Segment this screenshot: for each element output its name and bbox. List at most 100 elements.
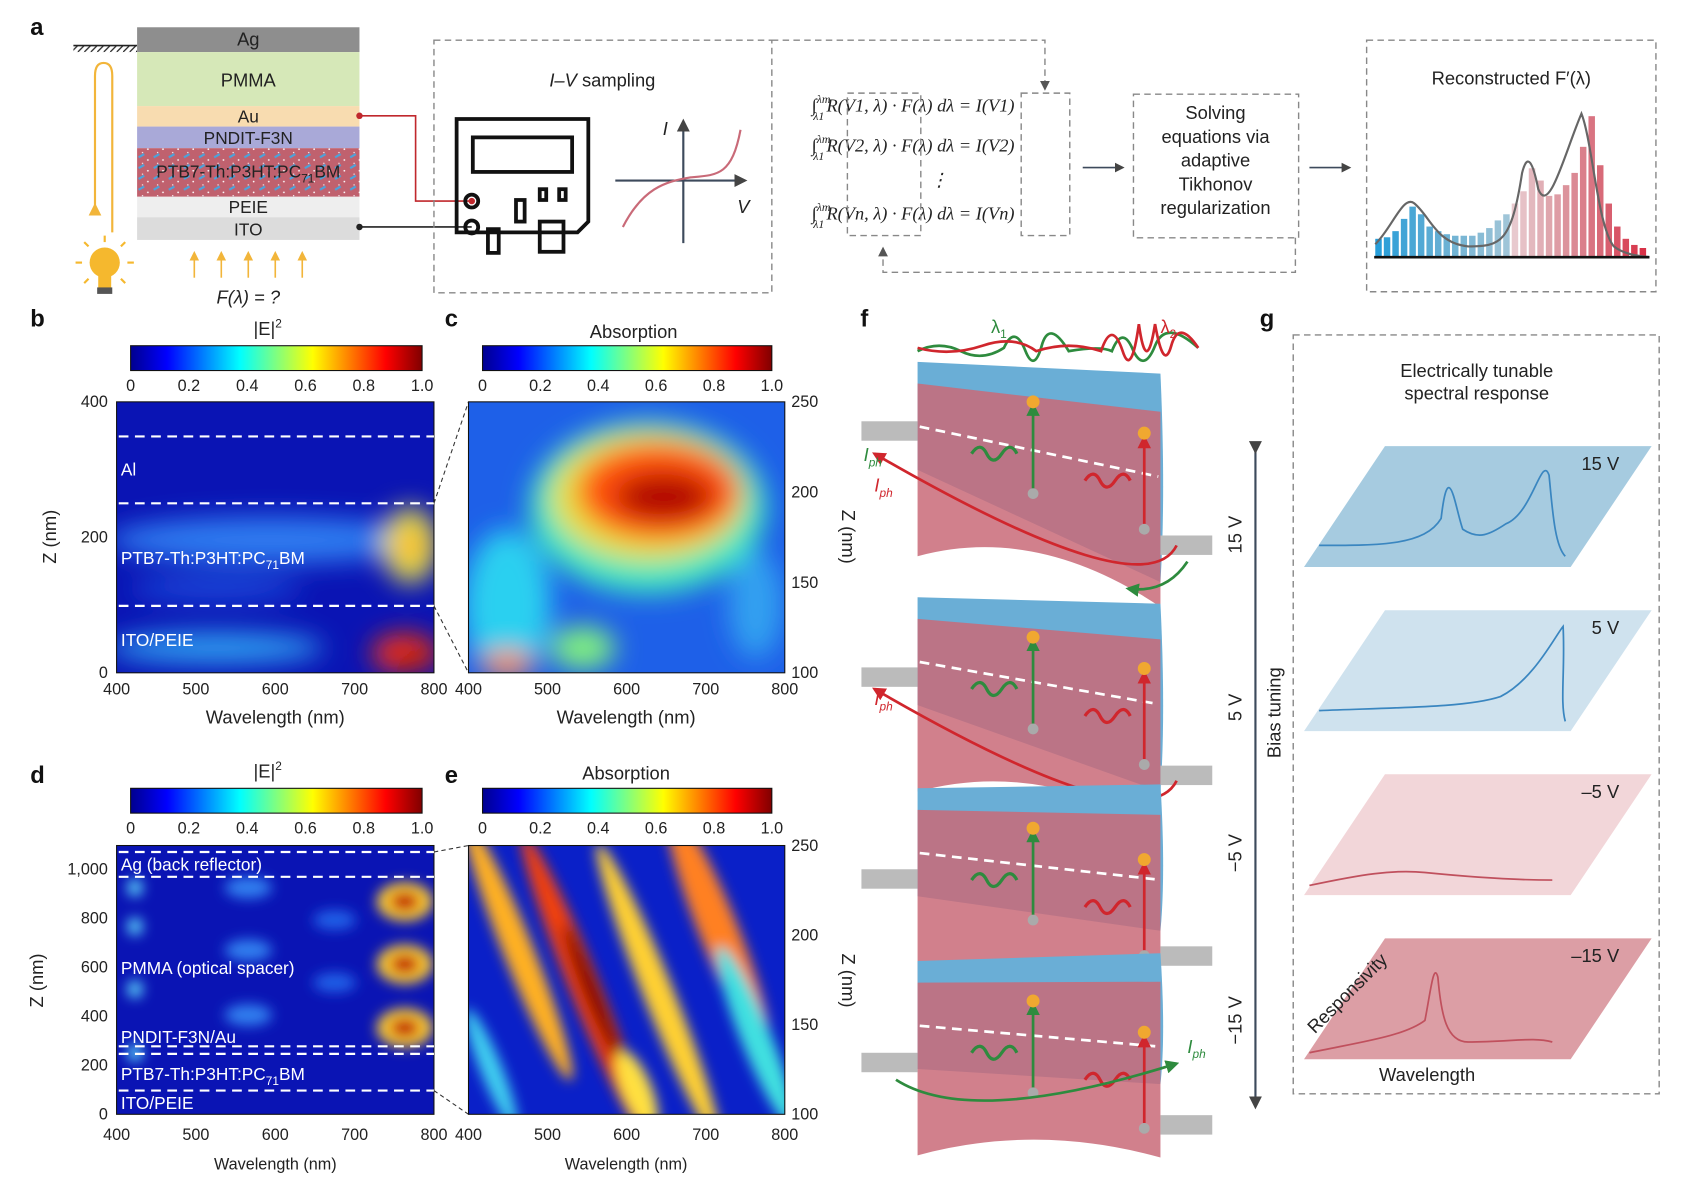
spectrum-bar xyxy=(1588,116,1595,258)
electron-icon xyxy=(1137,662,1151,675)
bias-tick: −15 V xyxy=(1224,995,1245,1044)
tick-label: 0.6 xyxy=(294,377,317,395)
spectrum-bar xyxy=(1639,248,1647,258)
tick-label: 800 xyxy=(81,910,108,928)
electrode xyxy=(861,1052,918,1073)
tick-label: 600 xyxy=(262,1126,289,1144)
tick-label: 600 xyxy=(81,959,108,977)
spectrum-bar xyxy=(1571,172,1578,258)
region-label: ITO/PEIE xyxy=(121,1093,194,1113)
vdots: ⋮ xyxy=(930,170,948,190)
tick-label: 600 xyxy=(613,680,640,698)
equation-row: ∫λm λ1R(V2, λ) · F(λ) dλ = I(V2) xyxy=(811,132,1015,163)
tick-label: 0.8 xyxy=(353,377,376,395)
tick-label: 0 xyxy=(478,377,487,395)
response-matrix-box xyxy=(846,92,922,237)
wavelength-label: Wavelength xyxy=(1379,1064,1475,1085)
layer-ag xyxy=(137,27,360,53)
electron-icon xyxy=(1137,853,1151,867)
tick-label: 0.4 xyxy=(587,820,610,838)
y-axis-label: Z (nm) xyxy=(39,510,60,564)
layer-label: ITO xyxy=(234,220,262,240)
electrode xyxy=(1160,765,1213,786)
bias-label: 5 V xyxy=(1592,617,1620,638)
electron-icon xyxy=(1026,630,1040,644)
spectrum-bar xyxy=(1537,180,1544,258)
electrode xyxy=(861,667,918,687)
tick-label: 200 xyxy=(791,927,818,945)
hole-icon xyxy=(1138,759,1150,770)
response-curve xyxy=(1319,624,1567,722)
tick-label: 1.0 xyxy=(761,377,784,395)
fermi-level xyxy=(919,425,1159,478)
tick-label: 800 xyxy=(420,1126,447,1144)
tick-label: 150 xyxy=(791,574,818,592)
layer-peie xyxy=(137,196,360,218)
heatmap-e-field-b xyxy=(116,401,434,673)
lambda1-wave xyxy=(916,331,1200,362)
photon-squiggle xyxy=(1083,707,1132,725)
electron-icon xyxy=(1026,395,1040,409)
response-curve xyxy=(1309,870,1553,887)
panel-c: c Absorption Z (nm) Wavelength (nm) xyxy=(445,306,859,727)
electron-icon xyxy=(1137,426,1151,440)
layer-label: Ag xyxy=(237,29,259,50)
tick-label: 800 xyxy=(771,680,798,698)
spectrum-bar xyxy=(1452,235,1459,258)
tick-label: 700 xyxy=(341,680,368,698)
tick-label: 250 xyxy=(791,837,818,855)
colorbar-title: |E|2 xyxy=(254,759,282,782)
hole-icon xyxy=(1027,914,1039,926)
feedback-arrow xyxy=(878,237,1297,274)
layer-ito xyxy=(137,217,360,240)
colorbar-title: Absorption xyxy=(582,763,670,784)
colorbar xyxy=(481,345,773,372)
tick-label: 400 xyxy=(455,1126,482,1144)
reconstructed-curve xyxy=(1374,110,1650,259)
layer-label: PMMA xyxy=(221,70,277,91)
panel-g-title: Electrically tunable xyxy=(1400,360,1553,381)
plane-surface xyxy=(1304,446,1652,568)
iv-sampling-title: I–V sampling xyxy=(549,70,655,91)
lambda2-wave xyxy=(917,323,1200,362)
panel-label-d: d xyxy=(30,763,45,789)
iv-curve xyxy=(621,129,742,228)
tick-label: 0.4 xyxy=(236,377,259,395)
spectrum-bar xyxy=(1579,146,1587,258)
y-axis-label: Z (nm) xyxy=(838,510,859,564)
iv-sampling-box xyxy=(433,39,773,294)
plane-surface xyxy=(1304,774,1652,896)
current-vector-box xyxy=(1020,92,1071,237)
electron-icon xyxy=(1026,994,1040,1008)
layer-au xyxy=(137,106,360,127)
tick-label: 0.4 xyxy=(236,820,259,838)
layer-label: PTB7-Th:P3HT:PC71BM xyxy=(156,161,340,185)
spectrum-bar xyxy=(1426,226,1433,258)
band-diagram: Iph Iph xyxy=(861,361,1213,607)
equation-row: ∫λm λ1R(Vn, λ) · F(λ) dλ = I(Vn) xyxy=(811,200,1015,231)
tick-label: 0.2 xyxy=(178,820,201,838)
tick-label: 0.8 xyxy=(703,377,726,395)
iv-curve-plot: I V xyxy=(615,118,751,244)
tick-label: 200 xyxy=(81,529,108,547)
spectrum-bar xyxy=(1622,238,1630,258)
solver-line: equations via xyxy=(1161,126,1270,147)
hole-icon xyxy=(1138,1122,1150,1134)
tick-label: 0.2 xyxy=(178,377,201,395)
spectrum-bar xyxy=(1383,237,1391,258)
x-axis-label: Wavelength (nm) xyxy=(214,1155,337,1173)
colorbar-title: |E|2 xyxy=(254,316,282,339)
spectrum-bar xyxy=(1545,195,1553,258)
tick-label: 400 xyxy=(103,680,130,698)
tick-label: 400 xyxy=(103,1126,130,1144)
panel-b: b |E|2 Al PTB7-Th:P3HT:PC71BM ITO/PEIE Z… xyxy=(30,306,435,728)
spectrum-bar xyxy=(1443,234,1450,258)
colorbar xyxy=(130,787,423,814)
unknown-spectrum-label: F(λ) = ? xyxy=(217,287,281,308)
plane-surface xyxy=(1304,938,1652,1060)
tick-label: 0.8 xyxy=(353,820,376,838)
spectrum-bar xyxy=(1375,238,1382,258)
panel-g-title: spectral response xyxy=(1404,383,1549,404)
axis-label-i: I xyxy=(663,118,668,139)
spectrum-bar xyxy=(1614,226,1621,258)
